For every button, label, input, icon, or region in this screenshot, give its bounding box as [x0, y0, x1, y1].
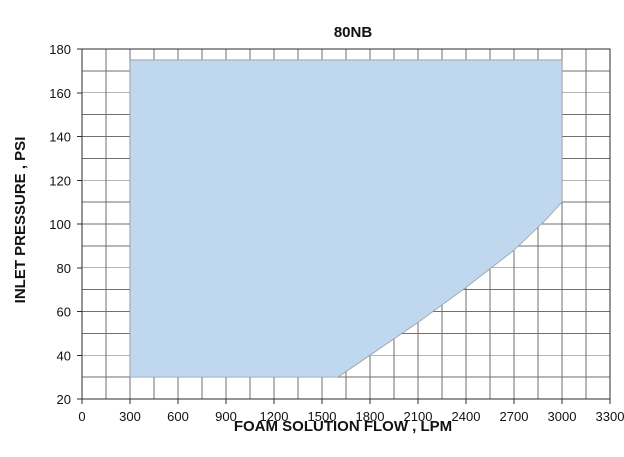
y-tick-label: 160: [49, 86, 71, 101]
y-tick-label: 180: [49, 42, 71, 57]
y-tick-label: 20: [57, 392, 71, 407]
y-tick-label: 140: [49, 130, 71, 145]
y-axis: 20 40 60 80 100 120 140 160 180: [49, 42, 82, 407]
x-tick-label: 2100: [404, 409, 433, 424]
y-tick-label: 120: [49, 173, 71, 188]
x-tick-label: 1200: [260, 409, 289, 424]
x-axis-title: FOAM SOLUTION FLOW , LPM: [234, 418, 452, 435]
y-tick-label: 60: [57, 305, 71, 320]
chart-title: 80NB: [334, 24, 373, 41]
x-tick-label: 1800: [356, 409, 385, 424]
x-tick-label: 0: [78, 409, 85, 424]
x-tick-label: 3300: [596, 409, 624, 424]
y-tick-label: 40: [57, 348, 71, 363]
operating-area: [130, 59, 562, 378]
x-tick-label: 2400: [452, 409, 481, 424]
y-axis-title: INLET PRESSURE , PSI: [12, 137, 29, 304]
x-tick-label: 3000: [548, 409, 577, 424]
y-tick-label: 100: [49, 217, 71, 232]
operating-area-edge: [129, 59, 563, 378]
x-tick-label: 1500: [308, 409, 337, 424]
x-axis: 0 300 600 900 1200 1500 1800 2100 2400 2700 3000 33…: [78, 399, 624, 424]
x-tick-label: 900: [215, 409, 237, 424]
y-tick-label: 80: [57, 261, 71, 276]
x-tick-label: 2700: [500, 409, 529, 424]
x-tick-label: 600: [167, 409, 189, 424]
x-tick-label: 300: [119, 409, 141, 424]
